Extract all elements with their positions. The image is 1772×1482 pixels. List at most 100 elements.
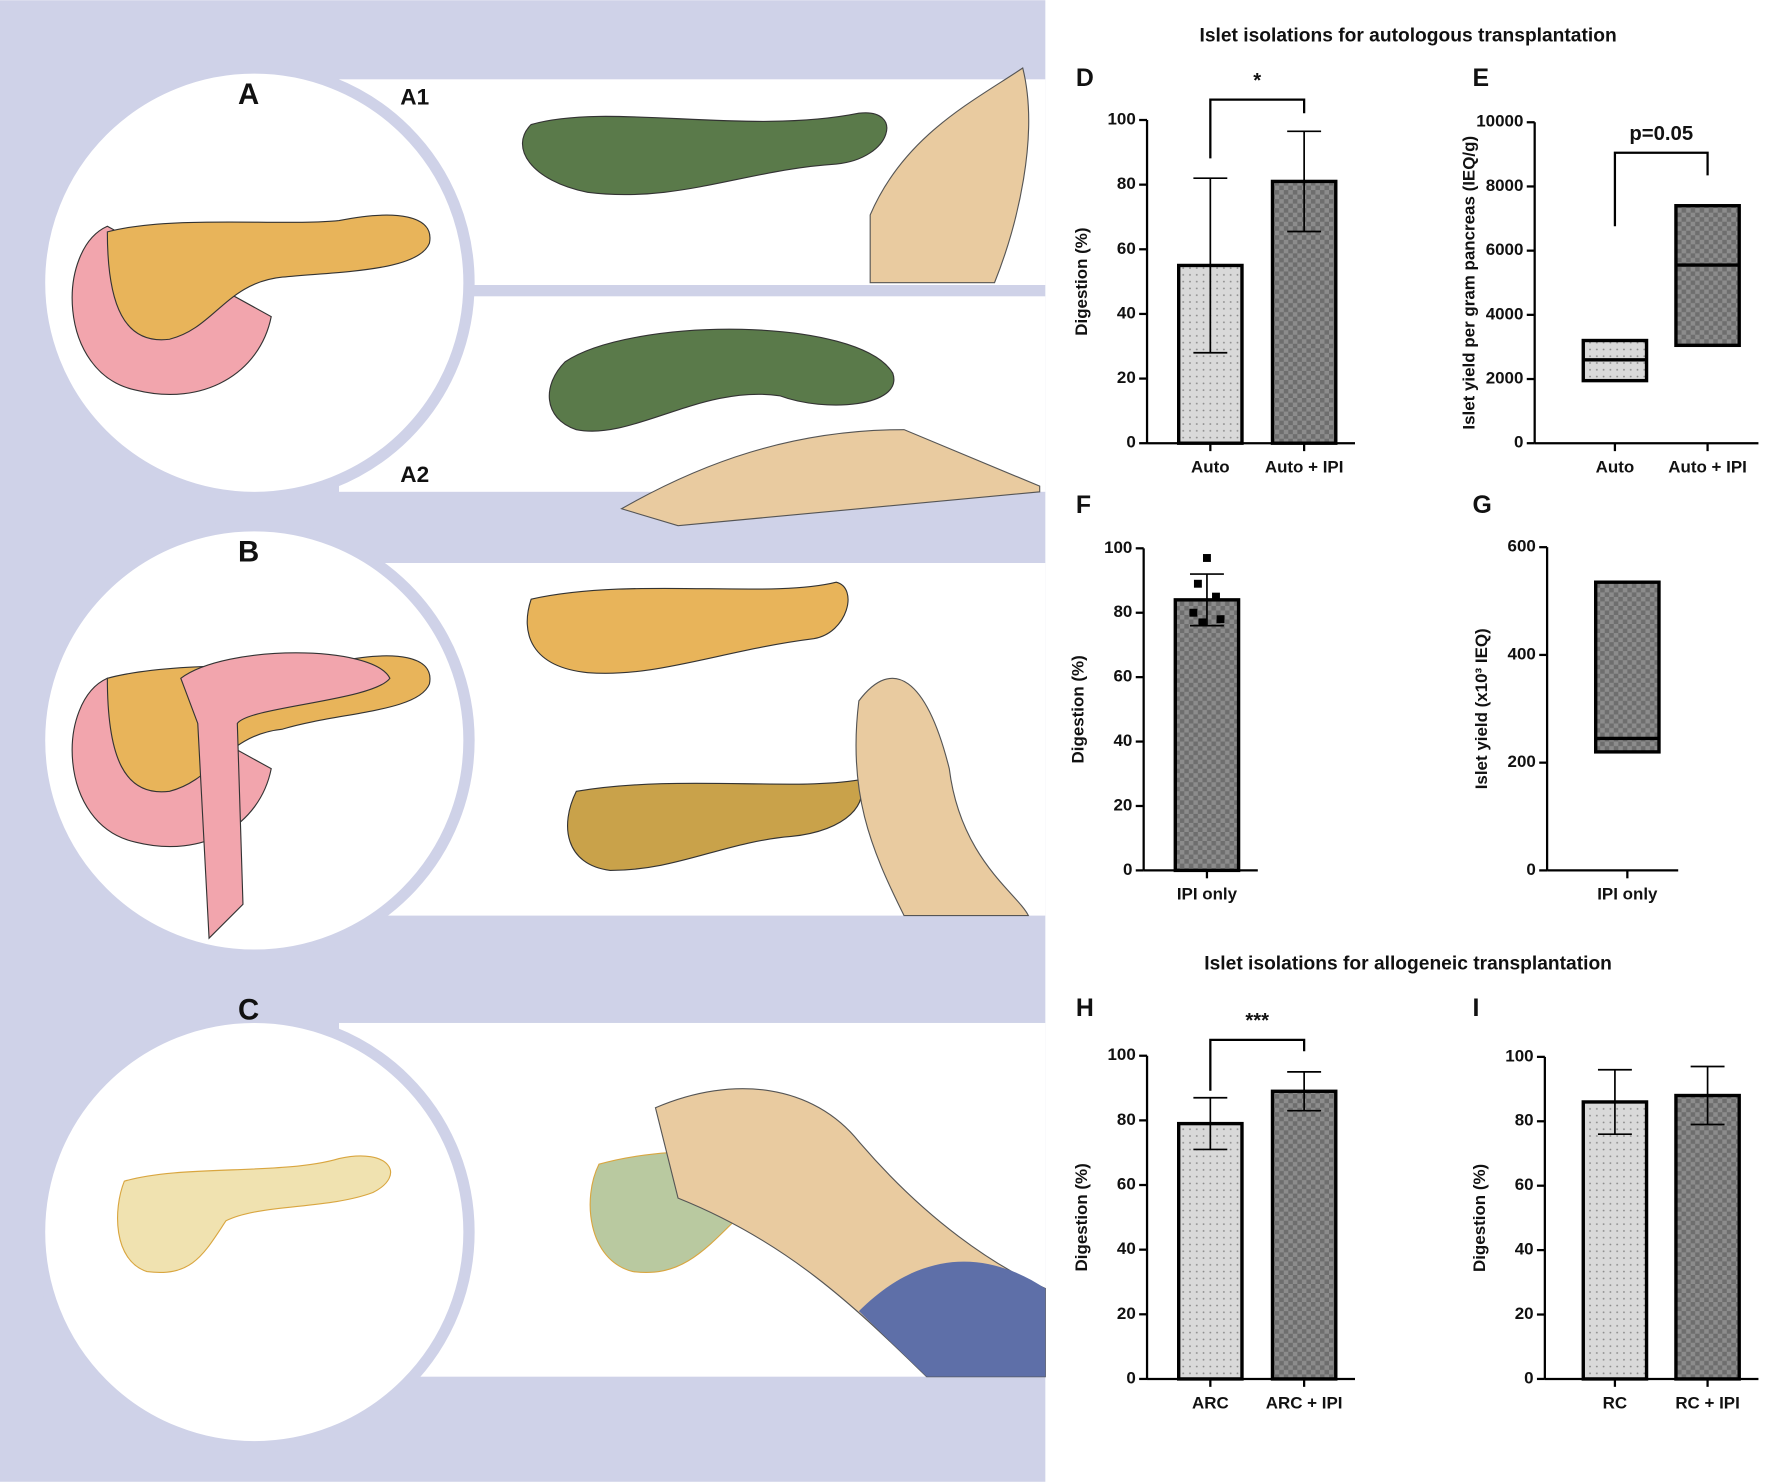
y-tick-label: 20 [1117, 1304, 1136, 1323]
annotation: * [1253, 70, 1261, 92]
x-tick-label: ARC + IPI [1266, 1393, 1343, 1412]
error-bar [1287, 1071, 1322, 1112]
point [1193, 579, 1202, 588]
y-tick-label: 60 [1117, 1175, 1136, 1194]
y-tick-label: 100 [1107, 1045, 1135, 1064]
y-tick-label: 80 [1117, 1110, 1136, 1129]
y-tick-label: 200 [1508, 752, 1536, 771]
point [1212, 592, 1220, 601]
hand [869, 67, 1030, 284]
y-tick-label: 80 [1515, 1111, 1534, 1130]
bar [1173, 598, 1241, 873]
y-tick-label: 40 [1515, 1240, 1534, 1259]
panel-label: I [1473, 994, 1480, 1022]
annotation: p=0.05 [1629, 123, 1693, 145]
bracket [1209, 1038, 1306, 1091]
box [1674, 204, 1741, 348]
x-tick-label: RC [1603, 1393, 1627, 1412]
panel-label: A2 [400, 462, 429, 487]
y-axis-label: Digestion (%) [1072, 1163, 1091, 1271]
y-tick-label: 40 [1117, 303, 1136, 322]
error-bar [1193, 177, 1228, 354]
pancreas-perfused [566, 779, 863, 871]
panel-label: A1 [400, 85, 429, 110]
x-tick-label: ARC [1192, 1393, 1229, 1412]
section-title: Islet isolations for allogeneic transpla… [1204, 953, 1612, 974]
circle [33, 520, 475, 961]
y-tick-label: 40 [1117, 1239, 1136, 1258]
y-tick-label: 8000 [1486, 176, 1524, 195]
pancreas [526, 581, 849, 674]
panel-label: E [1473, 64, 1490, 92]
jejunum [180, 652, 391, 940]
x-tick-label: Auto + IPI [1265, 458, 1344, 477]
point [1198, 618, 1207, 627]
y-tick-label: 0 [1126, 1368, 1135, 1387]
y-tick-label: 20 [1114, 795, 1133, 814]
x-tick-label: Auto [1191, 458, 1230, 477]
y-tick-label: 20 [1117, 368, 1136, 387]
error-bar [1287, 130, 1322, 233]
section-title: Islet isolations for autologous transpla… [1200, 25, 1617, 46]
pancreas [116, 1155, 392, 1274]
y-tick-label: 0 [1524, 1368, 1533, 1387]
bar [1270, 1089, 1338, 1381]
bracket [1209, 98, 1306, 159]
error-bar [1597, 1068, 1632, 1136]
y-tick-label: 600 [1508, 537, 1536, 556]
annotation: *** [1245, 1010, 1269, 1032]
hand [620, 429, 1041, 527]
bracket [1613, 151, 1709, 227]
y-axis-label: Digestion (%) [1470, 1164, 1489, 1272]
y-tick-label: 10000 [1476, 112, 1523, 131]
y-axis-label: Islet yield (x10³ IEQ) [1472, 628, 1491, 789]
y-tick-label: 40 [1114, 731, 1133, 750]
y-tick-label: 0 [1126, 433, 1135, 452]
x-tick-label: IPI only [1177, 885, 1238, 904]
y-tick-label: 0 [1526, 860, 1535, 879]
y-tick-label: 60 [1117, 239, 1136, 258]
y-tick-label: 0 [1514, 433, 1523, 452]
error-bar [1189, 573, 1224, 627]
panel-label: B [238, 536, 259, 569]
y-tick-label: 100 [1104, 538, 1132, 557]
y-tick-label: 80 [1117, 174, 1136, 193]
y-tick-label: 80 [1114, 602, 1133, 621]
y-axis-label: Islet yield per gram pancreas (IEQ/g) [1460, 136, 1479, 430]
pancreas-perfused [521, 112, 888, 196]
pancreas [106, 214, 431, 341]
panel-label: G [1473, 491, 1492, 519]
x-tick-label: Auto [1596, 458, 1635, 477]
panel-label: D [1076, 64, 1094, 92]
x-tick-label: IPI only [1597, 885, 1658, 904]
y-tick-label: 20 [1515, 1304, 1534, 1323]
y-tick-label: 0 [1123, 860, 1132, 879]
bar [1581, 1100, 1649, 1381]
box [1594, 580, 1661, 754]
circle [33, 1011, 475, 1453]
panel-label: A [238, 78, 259, 111]
pancreas-perfused [548, 328, 895, 432]
y-tick-label: 4000 [1486, 304, 1524, 323]
bar [1177, 1121, 1244, 1381]
hand [855, 677, 1030, 917]
y-tick-label: 6000 [1486, 240, 1524, 259]
y-tick-label: 60 [1114, 667, 1133, 686]
illustration: A A1 A2 B C [0, 0, 1046, 1482]
point [1202, 554, 1211, 562]
error-bar [1690, 1065, 1725, 1126]
x-tick-label: Auto + IPI [1668, 458, 1747, 477]
y-tick-label: 100 [1505, 1046, 1533, 1065]
panel-label: C [238, 993, 259, 1026]
error-bar [1193, 1096, 1228, 1151]
x-tick-label: RC + IPI [1675, 1393, 1739, 1412]
point [1189, 608, 1198, 617]
sleeve [858, 1261, 1046, 1377]
y-tick-label: 2000 [1486, 369, 1524, 388]
y-axis-label: Digestion (%) [1072, 228, 1091, 336]
panel-label: H [1076, 994, 1094, 1022]
y-tick-label: 400 [1508, 644, 1536, 663]
bar [1674, 1093, 1741, 1381]
y-axis-label: Digestion (%) [1069, 655, 1088, 763]
